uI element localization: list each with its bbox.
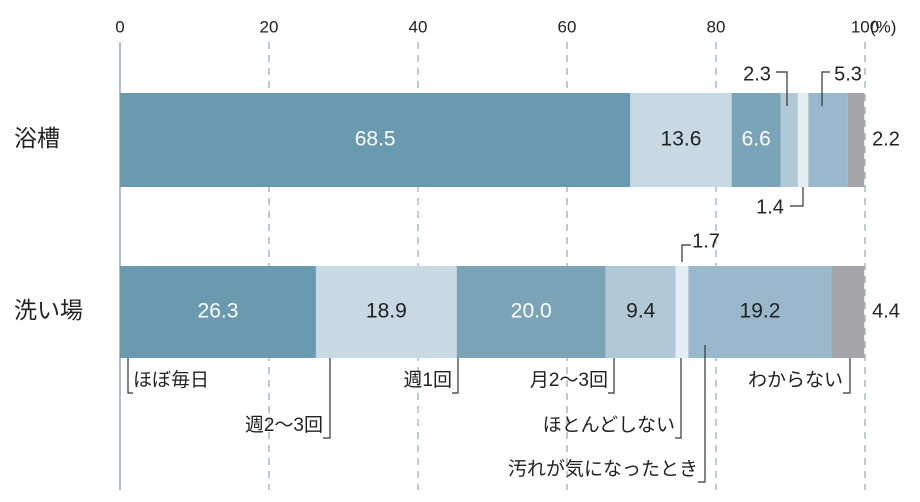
legend-label: 月2〜3回 [530, 370, 608, 391]
value-label: 2.2 [872, 128, 900, 150]
value-label: 26.3 [198, 300, 239, 323]
x-tick-label: 100 [851, 17, 879, 36]
legend-label: ほぼ毎日 [133, 369, 209, 391]
x-unit: (%) [870, 17, 896, 36]
bar-segment [808, 93, 848, 187]
legend-label: 週2〜3回 [245, 414, 323, 436]
x-tick-label: 60 [558, 17, 577, 36]
bar-segment [315, 266, 457, 358]
value-label: 2.3 [743, 63, 771, 85]
bar-segment [731, 93, 781, 187]
value-label: 18.9 [366, 300, 407, 323]
bar-segment [630, 93, 732, 187]
bar-segment [847, 93, 865, 187]
leader-line [790, 187, 804, 207]
x-tick-label: 80 [707, 17, 726, 36]
legend-leader [843, 358, 851, 394]
value-label: 13.6 [661, 128, 702, 151]
leader-line [681, 244, 691, 262]
bar-segment [120, 266, 316, 358]
legend-label: 汚れが気になったとき [508, 458, 698, 480]
legend-label: わからない [748, 370, 843, 391]
bar-segment [120, 93, 631, 187]
category-label: 洗い場 [14, 297, 83, 323]
bar-segment [456, 266, 606, 358]
bar-segment [605, 266, 676, 358]
leader-line [776, 71, 788, 106]
legend-leader [698, 345, 706, 483]
legend-leader [675, 358, 682, 439]
legend-label: ほとんどしない [543, 414, 675, 436]
leader-line [821, 71, 830, 106]
value-label: 6.6 [742, 128, 771, 151]
value-label: 4.4 [872, 300, 900, 322]
value-label: 1.7 [692, 230, 720, 252]
category-label: 浴槽 [14, 125, 60, 151]
value-label: 68.5 [355, 128, 396, 151]
value-label: 1.4 [756, 196, 784, 218]
x-tick-label: 0 [115, 17, 124, 36]
value-label: 20.0 [511, 300, 552, 323]
bar-segment [831, 266, 865, 358]
legend-leader [323, 358, 331, 439]
legend-leader [127, 358, 133, 394]
value-label: 9.4 [626, 300, 656, 323]
legend-leader [452, 358, 459, 394]
value-label: 5.3 [834, 63, 862, 85]
legend-leader [608, 358, 615, 394]
bar-segment [780, 93, 798, 187]
value-label: 19.2 [740, 300, 781, 323]
legend-label: 週1回 [403, 369, 452, 391]
x-tick-label: 20 [260, 17, 279, 36]
bar-segment [797, 93, 809, 187]
bar-segment [675, 266, 689, 358]
bar-segment [688, 266, 832, 358]
x-tick-label: 40 [409, 17, 428, 36]
